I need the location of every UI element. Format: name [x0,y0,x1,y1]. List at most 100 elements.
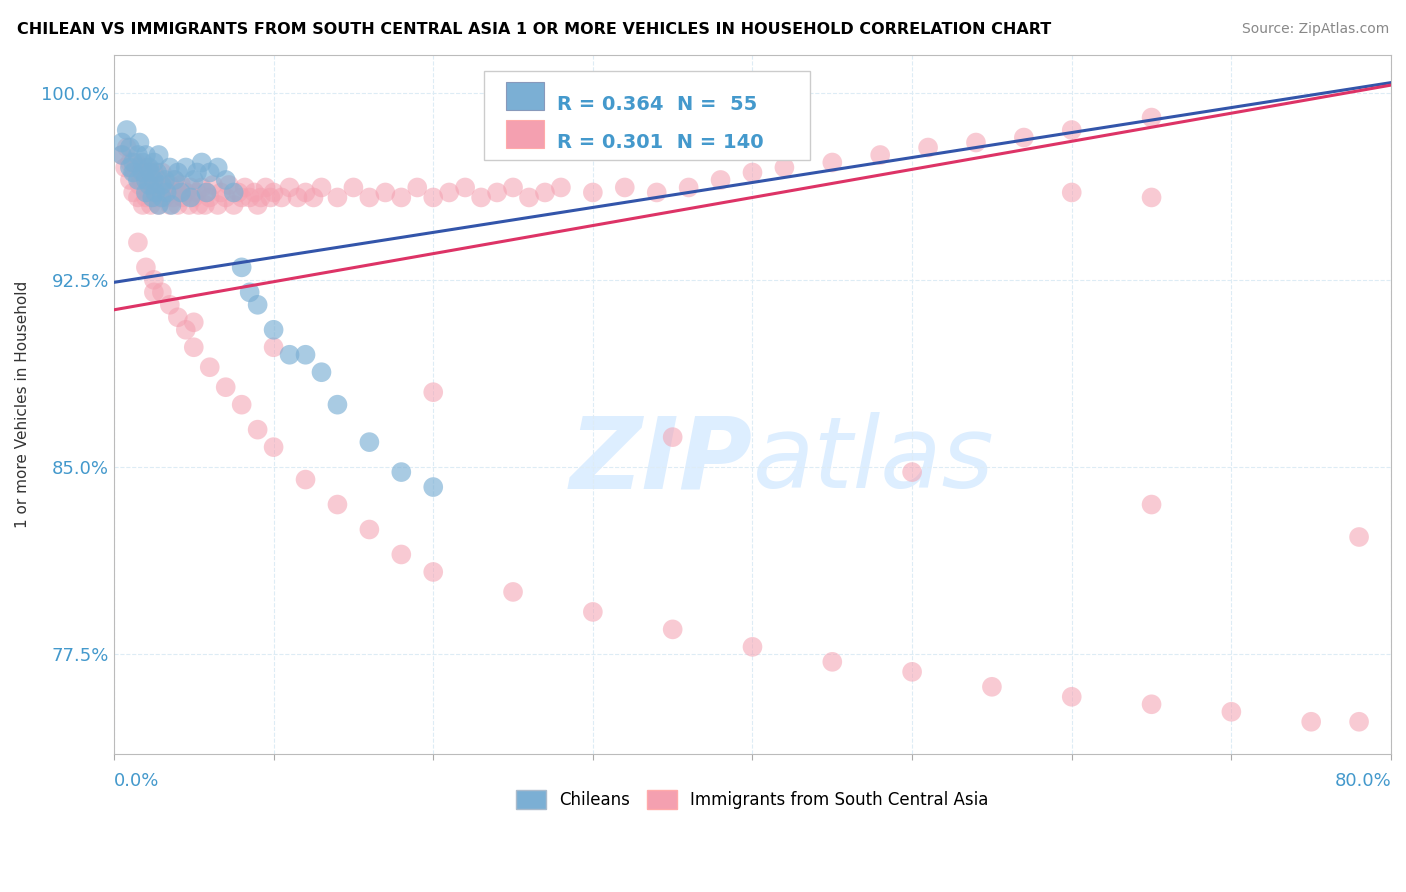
Point [150,190,173,204]
Point [127,148,149,162]
Point [198,190,221,204]
Point [454,180,477,194]
Text: 80.0%: 80.0% [1334,772,1391,789]
Point [195,186,218,200]
Point [645,186,668,200]
Point [326,498,349,512]
Point [135,173,157,187]
Point [166,310,188,325]
Point [231,398,253,412]
Point [153,173,176,187]
Bar [506,82,544,111]
Point [183,190,205,204]
Point [254,180,277,194]
Point [550,180,572,194]
Point [145,186,167,200]
Point [111,136,134,150]
Point [135,186,157,200]
Point [486,186,509,200]
Point [150,285,173,300]
Point [311,365,333,379]
Point [142,285,165,300]
Point [869,148,891,162]
Point [218,178,240,192]
Point [191,155,214,169]
Point [136,161,159,175]
Point [821,655,844,669]
Point [980,680,1002,694]
Point [582,186,605,200]
Point [246,298,269,312]
Point [287,190,309,204]
Point [128,178,150,192]
Point [127,161,149,175]
Point [250,190,273,204]
Point [156,180,179,194]
Text: Source: ZipAtlas.com: Source: ZipAtlas.com [1241,22,1389,37]
Point [1140,498,1163,512]
Point [263,186,285,200]
Point [534,186,557,200]
Point [901,465,924,479]
Point [437,186,460,200]
Point [821,155,844,169]
Point [138,161,160,175]
Text: atlas: atlas [752,412,994,509]
Point [129,173,152,187]
Point [159,178,181,192]
Y-axis label: 1 or more Vehicles in Household: 1 or more Vehicles in Household [15,281,30,528]
Point [131,155,153,169]
Point [389,548,412,562]
Point [1140,698,1163,712]
Legend: Chileans, Immigrants from South Central Asia: Chileans, Immigrants from South Central … [509,783,995,816]
Point [138,178,160,192]
Point [118,155,141,169]
Point [135,148,157,162]
Point [1348,530,1371,544]
Point [517,190,540,204]
Point [122,186,145,200]
Point [389,190,412,204]
Point [263,340,285,354]
Point [166,186,188,200]
Point [502,585,524,599]
Point [1348,714,1371,729]
Point [166,165,188,179]
Point [773,161,796,175]
Point [422,385,444,400]
Point [174,186,197,200]
Point [359,523,381,537]
Point [302,190,325,204]
Point [148,148,170,162]
Point [294,473,316,487]
Point [142,273,165,287]
Point [470,190,492,204]
Point [215,380,238,394]
Point [1012,130,1035,145]
Point [111,148,134,162]
Point [159,198,181,212]
Point [135,190,157,204]
Point [222,198,245,212]
Point [201,178,224,192]
Point [209,186,232,200]
Point [146,180,169,194]
Point [118,161,141,175]
Point [138,165,160,179]
Point [142,173,165,187]
Text: R = 0.364  N =  55: R = 0.364 N = 55 [557,95,758,114]
Point [239,190,262,204]
Point [222,186,245,200]
Point [243,186,266,200]
Point [246,423,269,437]
Point [124,165,146,179]
Point [122,165,145,179]
Point [128,136,150,150]
Point [263,323,285,337]
Point [142,155,165,169]
Point [159,298,181,312]
Point [191,180,214,194]
Point [135,260,157,275]
Point [207,198,229,212]
Point [246,198,269,212]
